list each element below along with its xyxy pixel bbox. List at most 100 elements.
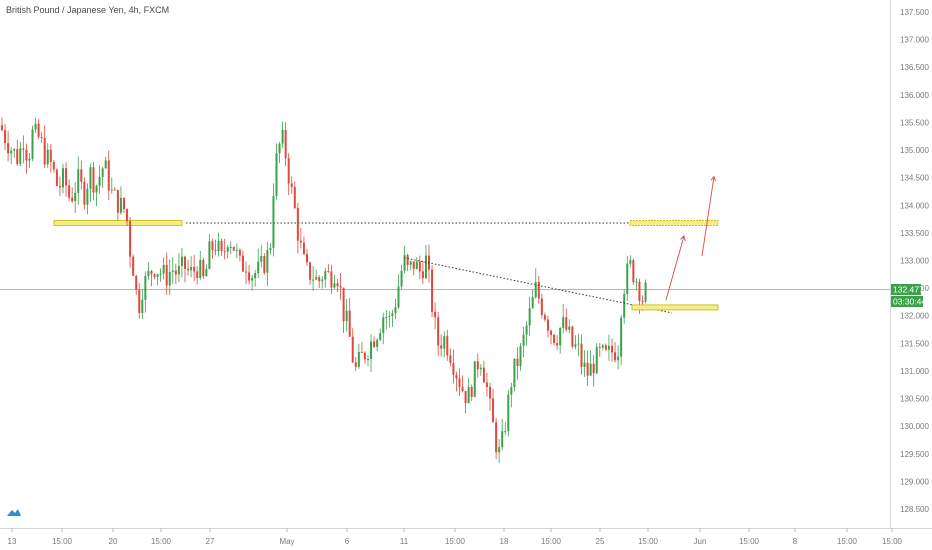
candle-body (367, 358, 369, 360)
candle-body (623, 293, 626, 318)
candle-body (98, 177, 101, 186)
candle-body (223, 251, 226, 253)
price-tick-label: 136.500 (900, 63, 929, 72)
candle-body (403, 255, 406, 271)
candle-body (232, 246, 235, 251)
candle-body (226, 247, 229, 252)
candle-body (330, 271, 333, 288)
candle-body (498, 447, 501, 453)
candle-body (467, 386, 470, 404)
candle-body (80, 169, 83, 182)
candle-body (95, 185, 98, 193)
candle-body (129, 221, 132, 257)
candle-body (397, 286, 400, 308)
candle-body (49, 149, 52, 162)
candle-body (418, 261, 421, 272)
candle-body (629, 260, 632, 264)
candle-body (592, 363, 595, 374)
time-axis[interactable]: 13 15:00 20 15:00 27 May 6 11 15:00 18 15:00 25 15:0… (8, 528, 903, 546)
price-tick-label: 135.000 (900, 146, 929, 155)
candle-body (217, 240, 220, 252)
price-tick-label: 136.000 (900, 91, 929, 100)
candle-body (62, 168, 64, 188)
candle-body (177, 265, 180, 275)
candle-body (473, 361, 476, 397)
candle-body (299, 240, 302, 243)
candle-body (421, 271, 424, 279)
candle-body (266, 249, 269, 273)
candle-body (138, 289, 141, 314)
candle-body (275, 153, 278, 196)
candle-body (607, 345, 610, 350)
candle-body (92, 167, 95, 193)
candle-body (245, 271, 247, 273)
tradingview-logo-icon[interactable] (6, 507, 22, 517)
candle-body (272, 195, 275, 248)
resistance-zone-left (53, 220, 183, 226)
candle-body (4, 130, 7, 144)
candle-body (46, 149, 49, 165)
candle-body (196, 271, 199, 278)
projection-arrow-2-head (710, 175, 717, 182)
candle-body (528, 308, 531, 326)
candle-body (452, 362, 455, 375)
candle-body (321, 279, 324, 282)
time-tick-label: 15:00 (882, 537, 903, 546)
candle-body (470, 386, 473, 397)
candle-body (626, 263, 629, 294)
price-tick-label: 130.500 (900, 395, 929, 404)
candle-body (214, 249, 217, 252)
candle-body (440, 345, 443, 349)
projection-arrow-2 (701, 176, 715, 257)
candle-body (278, 143, 281, 154)
price-tick-label: 131.500 (900, 339, 929, 348)
candle-body (159, 273, 162, 275)
candle-body (315, 277, 318, 280)
time-tick-label: 18 (500, 537, 509, 546)
candle-body (165, 264, 168, 286)
candle-body (370, 341, 373, 359)
candle-body (424, 255, 427, 279)
candle-body (153, 274, 156, 277)
candle-body (382, 317, 385, 334)
candle-body (507, 394, 510, 432)
candle-body (184, 256, 186, 269)
candle-body (199, 260, 202, 278)
time-tick-label: Jun (694, 537, 707, 546)
candle-body (638, 281, 641, 301)
price-tick-label: 137.500 (900, 8, 929, 17)
candle-body (193, 266, 196, 272)
candle-body (360, 351, 363, 353)
time-tick-label: 8 (793, 537, 798, 546)
candle-body (562, 317, 565, 328)
time-tick-label: 15:00 (541, 537, 562, 546)
candle-body (373, 341, 376, 347)
price-axis[interactable]: 137.500 137.000 136.500 136.000 135.500 135.0… (900, 8, 929, 514)
candle-body (351, 336, 354, 363)
time-tick-label: 15:00 (445, 537, 466, 546)
candle-body (43, 137, 46, 165)
candle-body (89, 167, 92, 189)
candle-body (479, 367, 482, 370)
candle-body (10, 150, 13, 154)
candle-body (620, 317, 623, 357)
candle-body (379, 333, 382, 340)
candle-body (257, 261, 260, 274)
candle-body (116, 189, 119, 213)
projection-arrow-1 (665, 235, 685, 301)
candle-body (504, 431, 507, 433)
candle-body (260, 255, 263, 262)
last-price-label: 132.477 (893, 285, 924, 295)
candle-body (110, 189, 113, 191)
candle-body (281, 130, 284, 144)
candle-body (342, 287, 345, 322)
price-tick-label: 133.000 (900, 256, 929, 265)
candle-body (101, 168, 104, 178)
support-zone (631, 304, 719, 311)
resistance-zone-right (629, 220, 719, 226)
candle-body (58, 185, 61, 188)
candle-body (55, 169, 58, 186)
candle-body (348, 310, 351, 337)
countdown-label: 03:30:44 (893, 297, 926, 307)
